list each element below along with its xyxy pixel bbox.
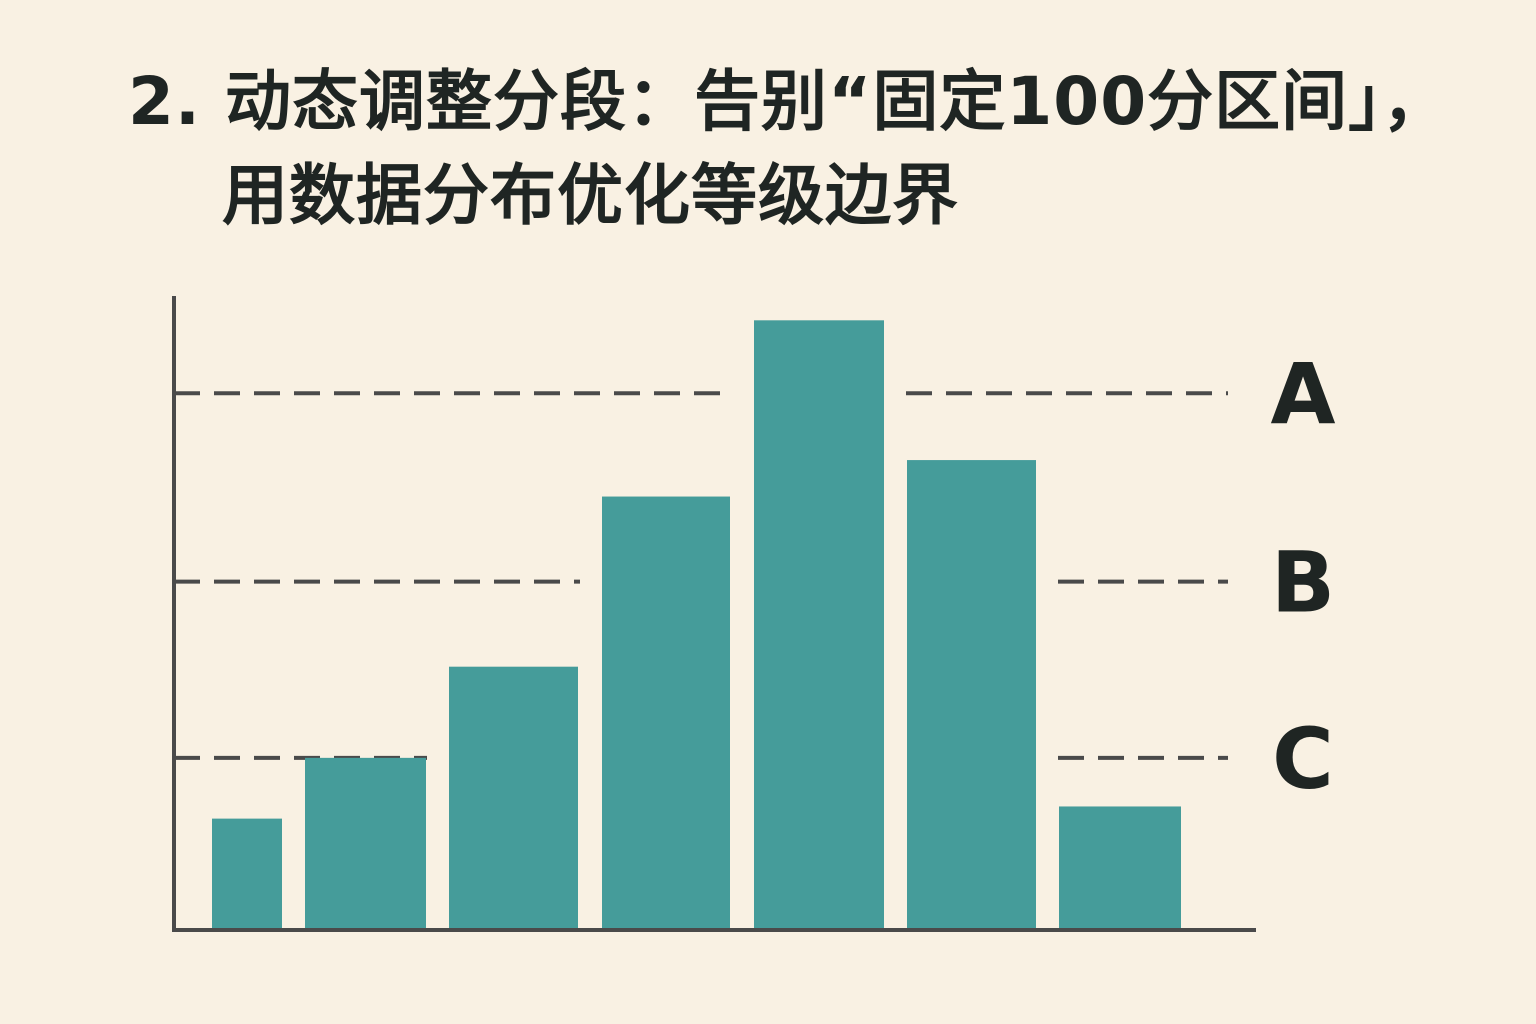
chart-title-line-1: 2. 动态调整分段：告别“固定100分区间」， <box>128 63 1450 140</box>
bar-4 <box>602 496 730 928</box>
bar-1 <box>212 818 282 928</box>
bar-3 <box>449 666 578 928</box>
threshold-labels: ABC <box>1270 345 1335 808</box>
bar-7 <box>1059 806 1181 928</box>
threshold-label-c: C <box>1272 710 1334 808</box>
threshold-label-a: A <box>1270 345 1335 443</box>
threshold-label-b: B <box>1271 534 1335 632</box>
bars <box>212 320 1181 928</box>
bar-6 <box>907 460 1036 928</box>
bar-5 <box>754 320 884 928</box>
bar-2 <box>305 757 426 928</box>
chart-title-line-2: 用数据分布优化等级边界 <box>222 157 959 234</box>
threshold-lines <box>174 391 1228 760</box>
axes <box>172 296 1256 932</box>
